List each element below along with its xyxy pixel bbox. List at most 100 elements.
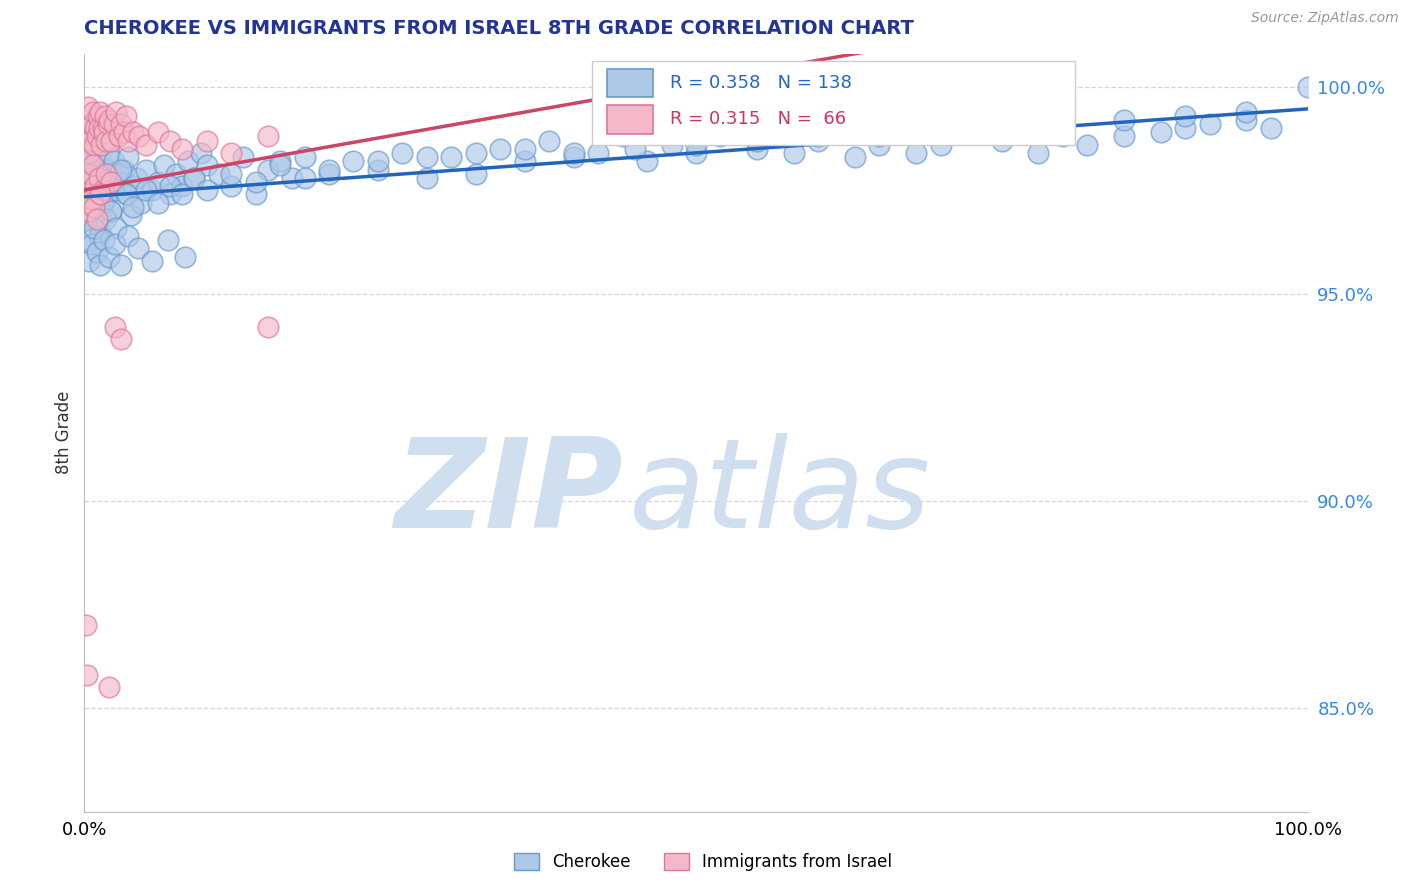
Point	[97, 681, 120, 695]
Point	[747, 142, 769, 156]
Point	[87, 170, 110, 185]
Point	[219, 145, 242, 160]
Point	[1052, 117, 1074, 131]
Point	[159, 179, 181, 194]
FancyBboxPatch shape	[592, 62, 1076, 145]
Point	[294, 170, 316, 185]
Point	[135, 137, 157, 152]
Text: CHEROKEE VS IMMIGRANTS FROM ISRAEL 8TH GRADE CORRELATION CHART: CHEROKEE VS IMMIGRANTS FROM ISRAEL 8TH G…	[84, 19, 914, 38]
Text: Source: ZipAtlas.com: Source: ZipAtlas.com	[1251, 11, 1399, 25]
Point	[77, 183, 100, 197]
Point	[82, 158, 104, 172]
Point	[159, 187, 181, 202]
Point	[464, 145, 486, 160]
Point	[269, 158, 291, 172]
Point	[129, 195, 152, 210]
Point	[135, 162, 157, 177]
Point	[79, 167, 101, 181]
Point	[105, 183, 128, 197]
Point	[294, 150, 316, 164]
Point	[87, 170, 110, 185]
Point	[80, 117, 103, 131]
Point	[86, 212, 108, 227]
Point	[94, 109, 117, 123]
Point	[367, 154, 389, 169]
Point	[562, 145, 585, 160]
Point	[440, 150, 463, 164]
Point	[117, 150, 139, 164]
Point	[100, 204, 122, 219]
Point	[79, 154, 101, 169]
Point	[1296, 79, 1319, 94]
Point	[513, 154, 536, 169]
Point	[80, 192, 103, 206]
Point	[87, 200, 110, 214]
Point	[1198, 117, 1220, 131]
Point	[807, 134, 830, 148]
Point	[1052, 129, 1074, 144]
Point	[84, 179, 107, 194]
Point	[538, 134, 561, 148]
Point	[905, 145, 928, 160]
Point	[127, 241, 149, 255]
Point	[77, 212, 100, 227]
Point	[76, 668, 98, 682]
Point	[661, 137, 683, 152]
Point	[208, 167, 231, 181]
Point	[97, 250, 120, 264]
Point	[83, 200, 105, 214]
Point	[79, 134, 101, 148]
Point	[219, 179, 242, 194]
Point	[257, 129, 280, 144]
Point	[97, 117, 120, 131]
Point	[177, 154, 200, 169]
Point	[89, 104, 111, 119]
Text: R = 0.315   N =  66: R = 0.315 N = 66	[671, 111, 846, 128]
Point	[464, 167, 486, 181]
Point	[100, 204, 122, 219]
Point	[96, 134, 118, 148]
Point	[76, 195, 98, 210]
Point	[83, 129, 105, 144]
Point	[612, 129, 634, 144]
Point	[117, 228, 139, 243]
Point	[93, 233, 115, 247]
Point	[82, 200, 104, 214]
Point	[115, 187, 138, 202]
Point	[195, 158, 218, 172]
Point	[90, 154, 112, 169]
Point	[77, 253, 100, 268]
Point	[77, 204, 100, 219]
Point	[1174, 109, 1197, 123]
Point	[112, 162, 135, 177]
Point	[172, 187, 194, 202]
Point	[1260, 121, 1282, 136]
Point	[84, 170, 107, 185]
Point	[245, 175, 267, 189]
Point	[96, 175, 118, 189]
Point	[86, 150, 108, 164]
Point	[87, 228, 110, 243]
Point	[165, 167, 187, 181]
Point	[135, 183, 157, 197]
Point	[685, 137, 707, 152]
Point	[1174, 121, 1197, 136]
Point	[513, 142, 536, 156]
Point	[153, 158, 176, 172]
Point	[77, 121, 100, 136]
Point	[269, 154, 291, 169]
Point	[97, 112, 120, 127]
Point	[146, 195, 169, 210]
Point	[1150, 125, 1173, 139]
Point	[709, 129, 731, 144]
Point	[76, 142, 98, 156]
Point	[190, 145, 212, 160]
Point	[172, 179, 194, 194]
Point	[991, 121, 1014, 136]
Point	[91, 183, 114, 197]
Point	[84, 121, 107, 136]
Point	[245, 187, 267, 202]
Point	[281, 170, 304, 185]
Point	[1236, 104, 1258, 119]
Point	[107, 167, 129, 181]
